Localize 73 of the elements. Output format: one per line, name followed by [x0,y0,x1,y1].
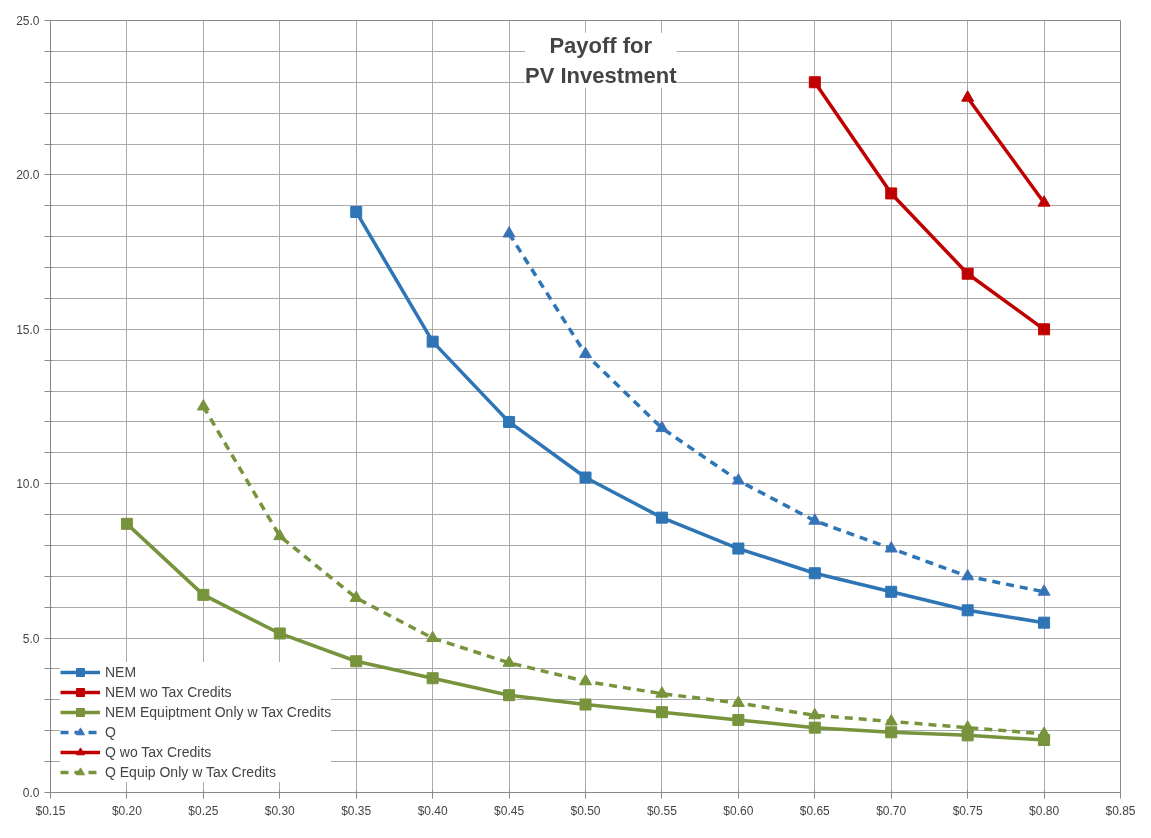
point [885,726,898,739]
x-tick-label: $0.50 [570,803,601,818]
point [273,528,287,541]
point [731,695,745,707]
point [350,205,363,218]
point [884,541,898,553]
point [503,415,516,428]
y-tick-label: 10.0 [16,477,40,492]
point [426,335,439,348]
point [1037,726,1051,738]
x-tick-label: $0.80 [1029,803,1060,818]
point [655,706,668,719]
point [579,346,592,358]
point [655,686,669,698]
legend-label: NEM wo Tax Credits [105,684,232,700]
x-tick-label: $0.45 [494,803,525,818]
x-tick-label: $0.15 [35,803,66,818]
point [961,604,974,617]
legend-label: Q Equip Only w Tax Credits [105,764,276,780]
point [731,473,745,485]
point [426,630,440,643]
point [808,567,821,580]
legend-label: Q [105,724,117,740]
legend-label: Q wo Tax Credits [105,744,212,760]
x-tick-label: $0.65 [799,803,831,818]
point [885,187,898,200]
x-tick-label: $0.60 [723,803,754,818]
x-tick-label: $0.25 [188,803,219,818]
y-tick-label: 5.0 [22,631,40,646]
point [655,420,669,433]
x-tick-label: $0.85 [1105,803,1136,818]
point [884,714,898,726]
point [579,471,592,484]
x-tick-label: $0.30 [264,803,296,818]
y-tick-label: 15.0 [16,322,40,337]
x-tick-label: $0.20 [111,803,143,818]
point [1037,584,1051,596]
point [961,720,975,732]
point [732,542,745,555]
x-tick-label: $0.35 [341,803,372,818]
point [808,513,822,525]
point [426,672,439,685]
point [808,721,821,734]
point [808,707,822,720]
point [961,568,975,581]
point [350,655,363,668]
legend-label: NEM Equiptment Only w Tax Credits [105,704,332,720]
point [579,673,592,686]
point [502,655,516,667]
point [579,698,592,711]
y-tick-label: 20.0 [16,168,40,183]
x-tick-label: $0.75 [952,803,983,818]
y-tick-label: 25.0 [16,14,40,28]
point [273,627,286,640]
x-tick-label: $0.70 [876,803,907,818]
x-tick-label: $0.40 [417,803,448,818]
y-tick-label: 0.0 [22,786,40,800]
point [808,76,821,89]
text: Payoff for PV Investment [524,32,678,88]
point [732,713,745,726]
point [1038,616,1051,629]
point [655,511,668,524]
point [349,590,363,602]
point [885,585,898,598]
point [502,226,516,238]
x-tick-label: $0.55 [646,803,678,818]
point [197,588,210,601]
point [503,689,516,702]
legend-label: NEM [105,664,137,680]
point [961,267,974,280]
point [1038,323,1051,336]
point [196,399,210,411]
point [120,517,133,530]
